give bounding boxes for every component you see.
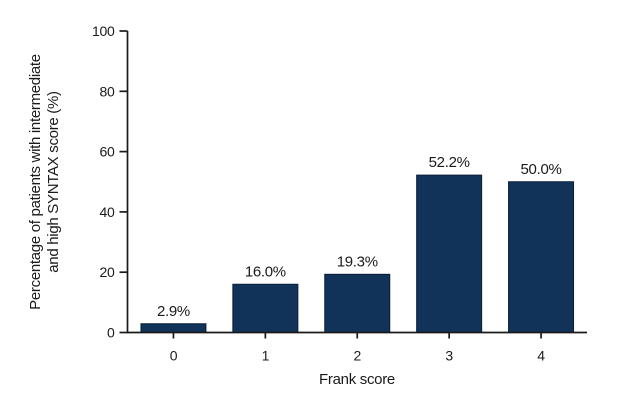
x-tick-label: 1: [262, 348, 270, 364]
bar-value-label: 19.3%: [337, 253, 378, 270]
y-tick-label: 40: [100, 204, 115, 220]
bar-value-label: 52.2%: [429, 154, 470, 171]
y-tick-label: 0: [107, 325, 115, 341]
x-tick-label: 4: [537, 348, 545, 364]
x-tick-label: 2: [354, 348, 362, 364]
y-axis-title-line2: and high SYNTAX score (%): [45, 91, 62, 273]
bar-value-label: 2.9%: [157, 303, 190, 320]
x-tick-label: 3: [445, 348, 453, 364]
bar-value-label: 16.0%: [245, 263, 286, 280]
bar: [416, 174, 483, 333]
y-tick-label: 60: [100, 144, 115, 160]
bar: [232, 283, 299, 334]
y-tick-label: 80: [100, 83, 115, 99]
bar: [324, 273, 391, 333]
x-axis-title: Frank score: [319, 371, 395, 388]
plot-area: 0 20 40 60 80 100 0 2.9% 1 16.0% 2 19.3% 3 52.2% 4 50.0…: [92, 23, 587, 364]
bar: [508, 181, 575, 333]
bar-value-label: 50.0%: [521, 161, 562, 178]
y-axis-title-line1: Percentage of patients with intermediate: [27, 54, 44, 310]
x-tick-label: 0: [170, 348, 178, 364]
bar: [140, 323, 207, 333]
y-tick-label: 20: [100, 264, 115, 280]
y-tick-label: 100: [92, 23, 115, 39]
